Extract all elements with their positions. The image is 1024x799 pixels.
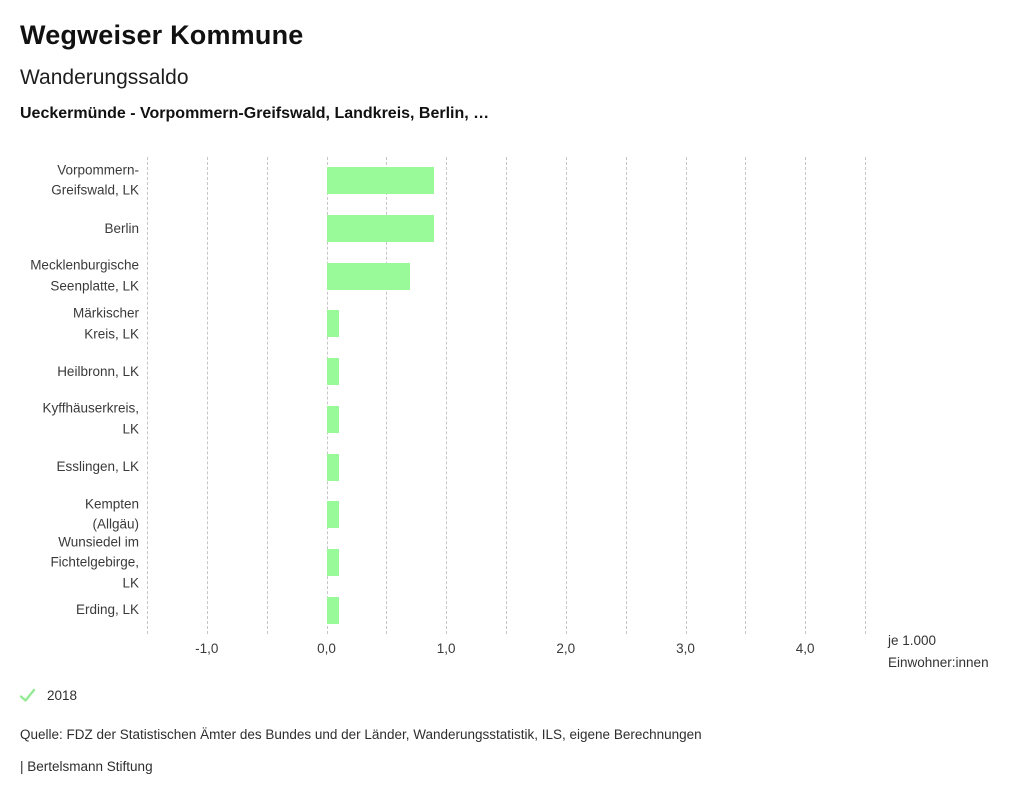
chart-row (147, 300, 865, 348)
chart-row (147, 157, 865, 205)
x-tick-label: 1,0 (436, 641, 456, 656)
gridline (745, 157, 747, 634)
app-title: Wegweiser Kommune (20, 20, 304, 50)
category-label: Kempten (Allgäu) (84, 496, 139, 532)
gridline (805, 157, 807, 634)
legend-label: 2018 (47, 688, 78, 703)
bar-Esslingen, LK[interactable] (326, 453, 339, 481)
x-tick-label: 0,0 (317, 641, 336, 656)
x-axis-unit-label: je 1.000 Einwohner:innen (888, 630, 989, 674)
chart-selection-subtitle: Ueckermünde - Vorpommern-Greifswald, Lan… (20, 105, 490, 122)
gridline (506, 157, 507, 634)
x-axis: -1,0 0,0 1,0 2,0 3,0 4,0 (147, 641, 865, 661)
x-tick-label: 4,0 (795, 641, 815, 656)
x-tick-label: -1,0 (195, 641, 219, 656)
bar-Wunsiedel im Fichtelgebirge, LK[interactable] (326, 548, 339, 576)
x-axis-unit-line: je 1.000 (888, 633, 937, 648)
gridline (326, 157, 328, 634)
bar-Heilbronn, LK[interactable] (326, 358, 339, 386)
category-label: Vorpommern- Greifswald, LK (51, 162, 139, 198)
x-axis-unit-line: Einwohner:innen (888, 655, 989, 670)
chart-row (147, 252, 865, 300)
gridline (206, 157, 208, 634)
plot-area (147, 157, 866, 634)
gridline (685, 157, 687, 634)
chart-title: Wanderungssaldo (20, 66, 189, 89)
category-label: Wunsiedel im Fichtelgebirge, LK (50, 533, 139, 590)
bar-Erding, LK[interactable] (326, 596, 339, 624)
source-text: Quelle: FDZ der Statistischen Ämter des … (20, 727, 702, 742)
category-label: Esslingen, LK (56, 458, 139, 474)
check-icon (19, 688, 36, 702)
x-tick-label: 2,0 (556, 641, 576, 656)
x-tick-label: 3,0 (676, 641, 695, 656)
bar-Mecklenburgische Seenplatte, LK[interactable] (326, 262, 411, 290)
chart-row (147, 539, 865, 587)
gridline (625, 157, 627, 634)
chart-row (147, 586, 865, 634)
category-label: Kyffhäuserkreis, LK (42, 400, 139, 437)
gridline (565, 157, 567, 634)
category-label: Mecklenburgische Seenplatte, LK (30, 257, 139, 294)
gridline (865, 157, 866, 634)
chart-row (147, 443, 865, 491)
legend-item-2018[interactable]: 2018 (19, 687, 77, 704)
bar-Kyffhäuserkreis, LK[interactable] (326, 405, 339, 433)
bar-Kempten (Allgäu)[interactable] (326, 501, 339, 529)
chart-row (147, 205, 865, 253)
chart-row (147, 491, 865, 539)
gridline (266, 157, 268, 634)
category-label: Märkischer Kreis, LK (72, 305, 139, 342)
gridline (386, 157, 388, 634)
chart-row (147, 348, 865, 396)
category-label: Berlin (104, 220, 139, 236)
attribution-text: | Bertelsmann Stiftung (20, 759, 153, 774)
gridline (147, 157, 148, 634)
bar-Märkischer Kreis, LK[interactable] (326, 310, 339, 338)
gridline (446, 157, 448, 634)
bar-Berlin[interactable] (326, 215, 435, 243)
category-label: Erding, LK (75, 601, 139, 617)
chart-row (147, 396, 865, 444)
bar-Vorpommern-Greifswald, LK[interactable] (326, 167, 435, 195)
category-label: Heilbronn, LK (57, 363, 139, 379)
